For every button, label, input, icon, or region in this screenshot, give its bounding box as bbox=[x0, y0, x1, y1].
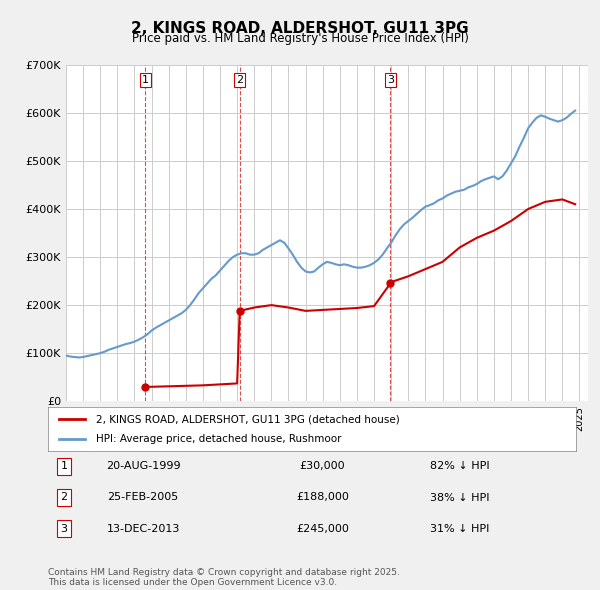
Text: 1: 1 bbox=[142, 75, 149, 85]
Text: 25-FEB-2005: 25-FEB-2005 bbox=[107, 493, 179, 503]
Text: 13-DEC-2013: 13-DEC-2013 bbox=[106, 523, 180, 533]
Text: 3: 3 bbox=[387, 75, 394, 85]
Text: 2, KINGS ROAD, ALDERSHOT, GU11 3PG: 2, KINGS ROAD, ALDERSHOT, GU11 3PG bbox=[131, 21, 469, 35]
Text: £188,000: £188,000 bbox=[296, 493, 349, 503]
Text: 1: 1 bbox=[61, 461, 67, 471]
Text: Contains HM Land Registry data © Crown copyright and database right 2025.
This d: Contains HM Land Registry data © Crown c… bbox=[48, 568, 400, 587]
Text: £30,000: £30,000 bbox=[300, 461, 346, 471]
Text: 31% ↓ HPI: 31% ↓ HPI bbox=[430, 523, 490, 533]
Text: 2: 2 bbox=[60, 493, 67, 503]
Text: 38% ↓ HPI: 38% ↓ HPI bbox=[430, 493, 490, 503]
Text: 2: 2 bbox=[236, 75, 243, 85]
Text: HPI: Average price, detached house, Rushmoor: HPI: Average price, detached house, Rush… bbox=[95, 434, 341, 444]
Text: 2, KINGS ROAD, ALDERSHOT, GU11 3PG (detached house): 2, KINGS ROAD, ALDERSHOT, GU11 3PG (deta… bbox=[95, 415, 399, 424]
Text: Price paid vs. HM Land Registry's House Price Index (HPI): Price paid vs. HM Land Registry's House … bbox=[131, 32, 469, 45]
Text: 82% ↓ HPI: 82% ↓ HPI bbox=[430, 461, 490, 471]
Text: 3: 3 bbox=[61, 523, 67, 533]
Text: £245,000: £245,000 bbox=[296, 523, 349, 533]
Text: 20-AUG-1999: 20-AUG-1999 bbox=[106, 461, 181, 471]
